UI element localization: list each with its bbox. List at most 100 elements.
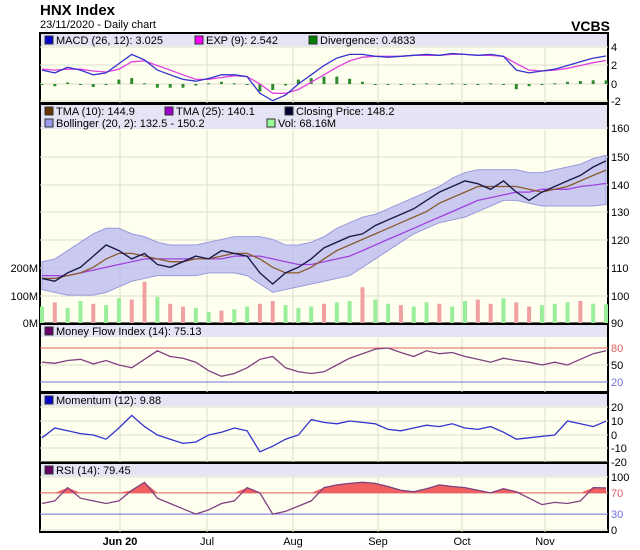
volume-bar xyxy=(283,305,288,323)
volume-bar xyxy=(463,301,467,323)
rsi-overbought-fill xyxy=(42,482,606,493)
volume-bar xyxy=(168,303,173,323)
divergence-bar xyxy=(104,84,108,85)
y-tick-label: 30 xyxy=(611,509,623,521)
x-tick-label: Jun 20 xyxy=(103,536,138,548)
divergence-bar xyxy=(566,81,570,84)
divergence-bar xyxy=(322,76,326,84)
volume-bar xyxy=(116,298,121,323)
y-tick-label: 90 xyxy=(611,318,623,330)
y-tick-label: 0 xyxy=(611,525,617,537)
y-tick-label: 70 xyxy=(611,488,623,500)
panel-frame xyxy=(39,103,609,324)
legend-entry: Closing Price: 148.2 xyxy=(296,106,394,118)
divergence-bar xyxy=(130,78,134,84)
bollinger-band xyxy=(41,154,607,296)
divergence-bar xyxy=(540,84,544,85)
y-tick-label: 130 xyxy=(611,207,629,219)
mfi-line xyxy=(41,347,607,377)
y-tick-label: -2 xyxy=(611,96,621,108)
legend-strip xyxy=(41,325,607,337)
volume-bar xyxy=(257,303,262,323)
volume-bar xyxy=(514,302,519,323)
legend-entry: Bollinger (20, 2): 132.5 - 150.2 xyxy=(56,118,205,130)
divergence-bar xyxy=(450,83,454,85)
volume-bar xyxy=(206,312,211,323)
divergence-bar xyxy=(476,84,480,85)
volume-bar xyxy=(360,287,365,323)
volume-bar xyxy=(347,301,352,323)
chart-title: HNX Index xyxy=(40,2,116,19)
legend-entry: Momentum (12): 9.88 xyxy=(56,395,161,407)
legend-entry: Vol: 68.16M xyxy=(278,118,336,130)
y-tick-label: 80 xyxy=(611,343,623,355)
volume-bar xyxy=(65,307,70,323)
divergence-bar xyxy=(194,84,198,86)
y-tick-label: 2 xyxy=(611,60,617,72)
volume-bar xyxy=(411,306,416,323)
legend-swatch xyxy=(164,106,174,116)
y-tick-label: 50 xyxy=(611,360,623,372)
legend-entry: Divergence: 0.4833 xyxy=(320,35,415,47)
legend-swatch xyxy=(44,465,54,475)
divergence-bar xyxy=(53,84,57,87)
divergence-bar xyxy=(399,84,403,85)
divergence-bar xyxy=(219,81,223,84)
divergence-bar xyxy=(232,83,236,85)
volume-bar xyxy=(578,301,583,323)
y-tick-label: 100 xyxy=(611,291,629,303)
legend-entry: Money Flow Index (14): 75.13 xyxy=(56,326,202,338)
volume-bar xyxy=(232,309,237,323)
y-tick-label: 120 xyxy=(611,235,629,247)
divergence-bar xyxy=(373,84,377,85)
divergence-bar xyxy=(309,78,313,84)
x-tick-label: Oct xyxy=(453,536,470,548)
volume-bar xyxy=(373,299,378,323)
volume-bar xyxy=(450,306,455,323)
y-tick-label: 140 xyxy=(611,180,629,192)
volume-bar xyxy=(309,306,314,323)
volume-bar xyxy=(424,302,429,323)
y-tick-label: 160 xyxy=(611,123,629,135)
panel-macd: MACD (26, 12): 3.025 EXP (9): 2.542 Diverg… xyxy=(39,32,621,108)
volume-bar xyxy=(552,303,557,323)
volume-bar xyxy=(322,303,326,323)
volume-bar xyxy=(245,306,250,323)
volume-bar xyxy=(181,306,185,323)
panel-rsi: RSI (14): 79.45 100 70 30 0 xyxy=(39,462,629,537)
divergence-bar xyxy=(514,84,518,90)
legend-entry: MACD (26, 12): 3.025 xyxy=(56,35,163,47)
volume-bar xyxy=(386,303,391,323)
volume-bar xyxy=(604,304,608,323)
volume-bar xyxy=(155,296,160,323)
y-tick-label: 100 xyxy=(611,472,629,484)
y-tick-label: 4 xyxy=(611,42,617,54)
closing-price-line xyxy=(41,160,607,285)
y-tick-label: 150 xyxy=(611,152,629,164)
volume-tick-label: 0M xyxy=(23,318,38,330)
divergence-bar xyxy=(553,83,557,85)
panel-momentum: Momentum (12): 9.88 20 10 0-10 -20 xyxy=(39,392,627,469)
macd-line xyxy=(41,52,607,102)
y-tick-label: 20 xyxy=(611,402,623,414)
legend-swatch xyxy=(44,118,54,128)
divergence-bar xyxy=(117,79,121,84)
legend-entry: RSI (14): 79.45 xyxy=(56,465,131,477)
y-tick-label: -10 xyxy=(611,443,627,455)
divergence-bar xyxy=(604,80,608,84)
volume-bar xyxy=(78,301,83,323)
tma25-line xyxy=(42,182,607,277)
volume-bar xyxy=(591,303,596,323)
divergence-bar xyxy=(578,81,582,84)
divergence-bar xyxy=(284,84,288,86)
legend-strip xyxy=(41,105,607,129)
volume-bar xyxy=(193,307,198,323)
x-tick-label: Aug xyxy=(283,536,303,548)
legend-swatch xyxy=(308,35,318,45)
divergence-bar xyxy=(91,84,95,87)
divergence-bar xyxy=(489,83,493,85)
legend-entry: TMA (25): 140.1 xyxy=(176,106,255,118)
divergence-bar xyxy=(348,78,352,84)
divergence-bar xyxy=(258,84,262,92)
